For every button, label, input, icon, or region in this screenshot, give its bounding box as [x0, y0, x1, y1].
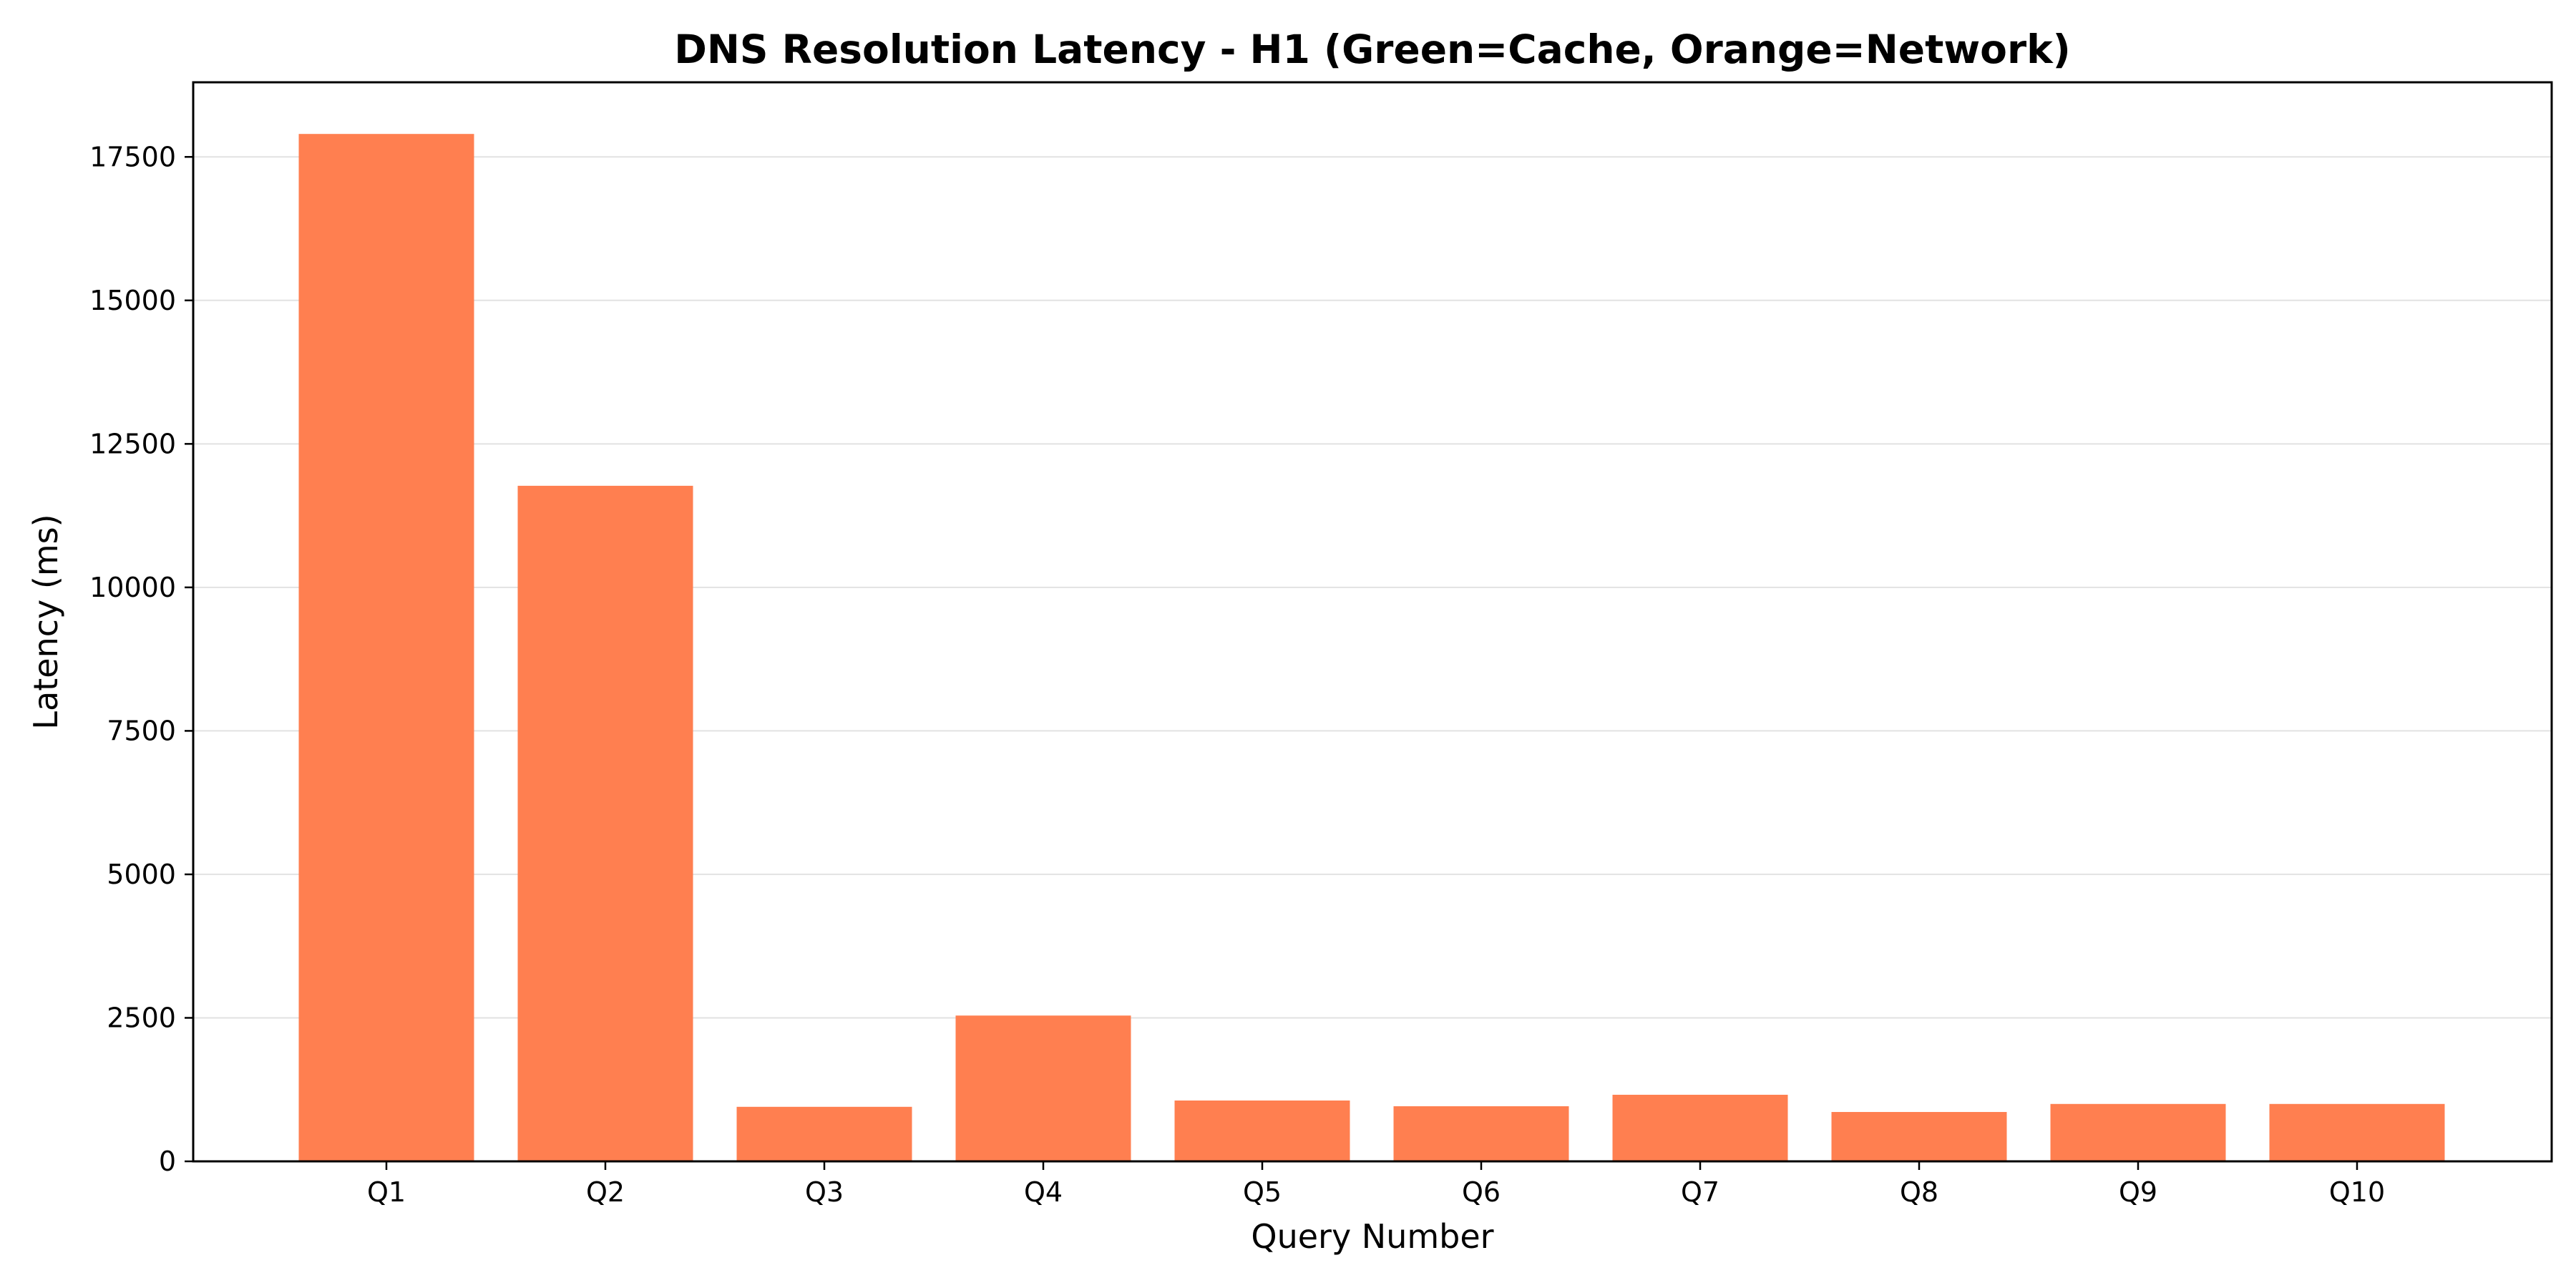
- x-tick-label: Q7: [1681, 1176, 1719, 1208]
- x-tick-label: Q1: [367, 1176, 406, 1208]
- bar-q4: [955, 1015, 1131, 1161]
- y-tick-label: 12500: [89, 428, 176, 459]
- bar-q7: [1612, 1094, 1788, 1161]
- bars: [298, 134, 2445, 1161]
- x-tick-label: Q2: [586, 1176, 625, 1208]
- y-tick-label: 5000: [107, 859, 176, 890]
- x-tick-label: Q4: [1024, 1176, 1063, 1208]
- x-tick-label: Q3: [805, 1176, 844, 1208]
- x-tick-label: Q10: [2329, 1176, 2385, 1208]
- x-tick-label: Q6: [1462, 1176, 1501, 1208]
- chart-title: DNS Resolution Latency - H1 (Green=Cache…: [674, 26, 2071, 72]
- bar-q9: [2050, 1103, 2226, 1161]
- y-tick-label: 2500: [107, 1002, 176, 1033]
- y-tick-label: 15000: [89, 285, 176, 316]
- x-tick-label: Q5: [1243, 1176, 1282, 1208]
- x-tick-label: Q8: [1900, 1176, 1938, 1208]
- bar-q2: [517, 485, 693, 1161]
- x-axis-label: Query Number: [1251, 1217, 1493, 1256]
- y-axis-ticks: 0 2500 5000 7500 10000 12500 15000 17500: [89, 141, 193, 1177]
- bar-q8: [1831, 1112, 2007, 1161]
- bar-q5: [1174, 1100, 1350, 1161]
- x-axis-ticks: Q1 Q2 Q3 Q4 Q5 Q6 Q7 Q8 Q9 Q10: [367, 1161, 2385, 1208]
- x-tick-label: Q9: [2119, 1176, 2157, 1208]
- bar-q6: [1393, 1106, 1569, 1161]
- bar-q1: [298, 134, 474, 1161]
- y-tick-label: 7500: [107, 715, 176, 746]
- y-axis-label: Latency (ms): [26, 514, 65, 729]
- bar-q10: [2269, 1103, 2445, 1161]
- bar-q3: [736, 1106, 912, 1161]
- y-tick-label: 0: [159, 1146, 176, 1177]
- y-tick-label: 17500: [89, 141, 176, 172]
- y-tick-label: 10000: [89, 572, 176, 603]
- plot-frame: [192, 81, 2553, 1163]
